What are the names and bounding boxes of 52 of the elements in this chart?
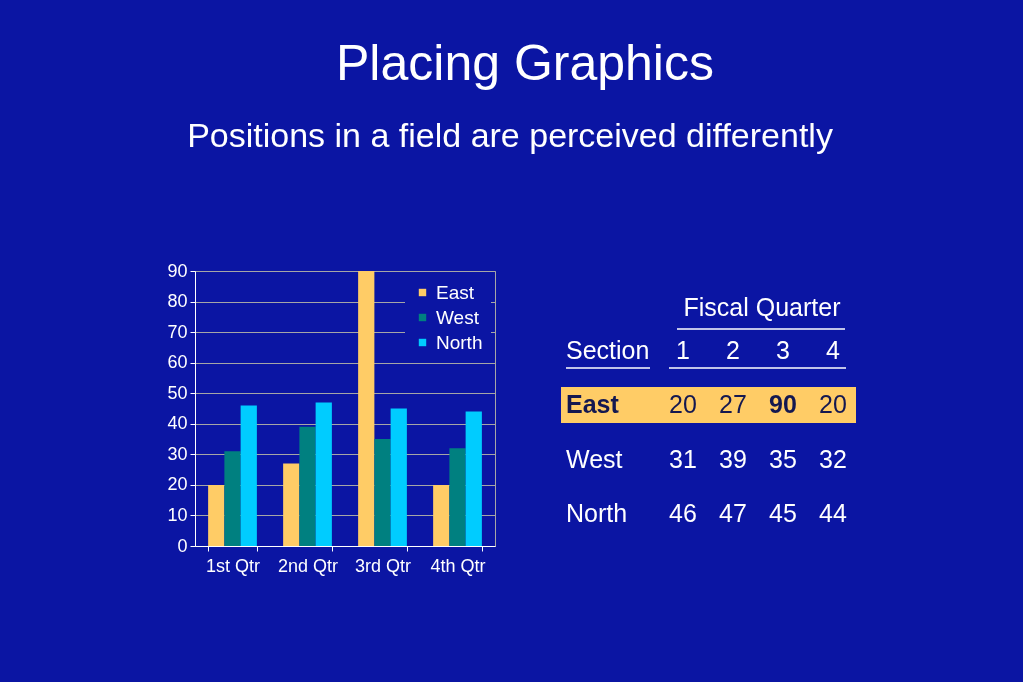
text: 44 (819, 499, 847, 527)
bar (374, 439, 391, 546)
y-tick-label: 20 (167, 474, 188, 495)
x-tick-label: 3rd Qtr (354, 555, 412, 576)
text: 4 (826, 336, 841, 364)
chart-subtitle: Positions in a field are perceived differently (187, 116, 833, 154)
bar (299, 426, 316, 546)
bar (390, 408, 407, 546)
y-tick-label: 30 (167, 443, 188, 464)
y-tick-label: 10 (167, 504, 188, 525)
bar (433, 484, 450, 546)
x-tick-label: 1st Qtr (205, 555, 261, 576)
chart-title: Placing Graphics (336, 35, 714, 91)
text: 2 (726, 336, 740, 364)
bar (315, 402, 332, 546)
text: West (566, 444, 623, 473)
text: East (566, 390, 619, 418)
y-tick-label: 70 (167, 321, 188, 342)
y-tick-label: 90 (167, 260, 188, 281)
text: 35 (769, 444, 797, 473)
text: 39 (719, 444, 747, 473)
bar (358, 271, 375, 546)
bar (240, 405, 257, 546)
bar (283, 463, 300, 546)
text: 32 (819, 444, 847, 473)
bar (224, 451, 241, 546)
text: Section (566, 336, 650, 364)
bar (208, 484, 225, 546)
text: 27 (719, 390, 747, 418)
text: 20 (669, 390, 697, 418)
text: 1 (676, 336, 690, 364)
x-tick-label: 4th Qtr (430, 555, 486, 576)
legend-label: East (436, 281, 475, 303)
bar (465, 411, 482, 546)
text: 3 (776, 336, 790, 364)
bar (449, 448, 466, 546)
text: 45 (769, 499, 797, 527)
y-tick-label: 40 (167, 413, 188, 434)
text: 47 (719, 499, 747, 527)
x-tick-label: 2nd Qtr (277, 555, 339, 576)
legend-label: West (436, 306, 480, 328)
text: North (566, 499, 628, 527)
legend-label: North (436, 331, 483, 353)
y-tick-label: 50 (167, 382, 188, 403)
text: 31 (669, 444, 697, 473)
y-tick-label: 60 (167, 352, 188, 373)
text: 46 (669, 499, 697, 527)
y-tick-label: 80 (167, 291, 188, 312)
text: 90 (769, 390, 797, 418)
text: 20 (819, 390, 847, 418)
y-tick-label: 0 (177, 535, 188, 556)
text: Fiscal Quarter (683, 293, 841, 321)
